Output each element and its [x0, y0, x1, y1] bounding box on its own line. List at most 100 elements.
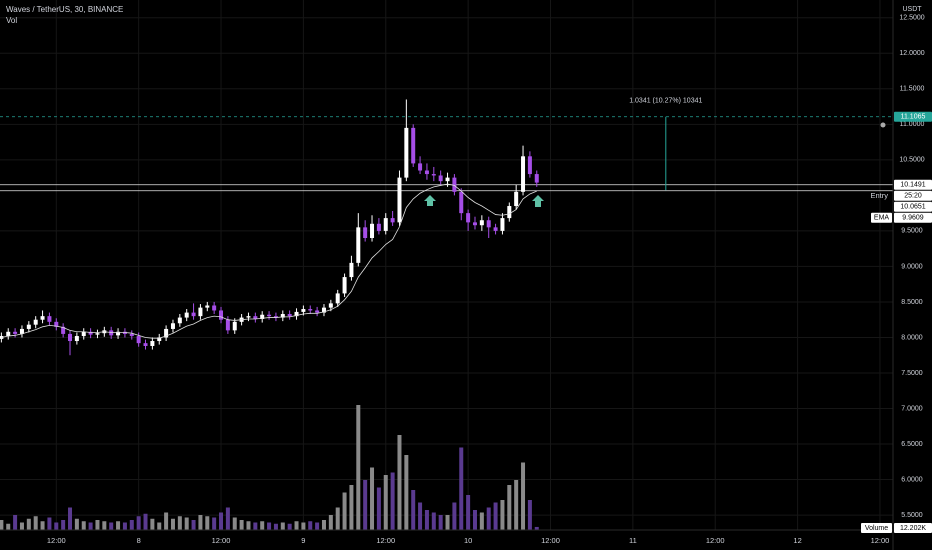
y-tick-label: 5.5000 — [901, 512, 923, 519]
y-tick-label: 6.5000 — [901, 441, 923, 448]
candle-body — [287, 314, 292, 317]
volume-bar — [342, 492, 347, 530]
volume-bar — [40, 521, 45, 530]
candle-body — [136, 336, 141, 344]
candle-body — [527, 156, 532, 175]
candle-body — [26, 324, 31, 329]
volume-bar — [157, 522, 162, 530]
volume-bar — [0, 520, 4, 530]
candle-body — [479, 220, 484, 226]
volume-bar — [81, 521, 86, 530]
candle-body — [321, 307, 326, 313]
volume-bar — [349, 485, 354, 530]
candle-body — [225, 319, 230, 331]
volume-bar — [294, 521, 299, 530]
candles — [0, 99, 539, 356]
candle-body — [150, 341, 155, 346]
volume-value-label-box — [894, 523, 932, 533]
candle-body — [294, 311, 299, 317]
volume-bar — [500, 500, 505, 530]
candle-body — [328, 303, 333, 308]
signal-arrow — [532, 195, 544, 207]
volume-bar — [68, 507, 73, 530]
candle-body — [356, 227, 361, 263]
volume-bar — [129, 520, 134, 530]
volume-bar — [493, 502, 498, 530]
candle-body — [397, 177, 402, 223]
volume-bar — [452, 502, 457, 530]
candle-body — [404, 127, 409, 178]
x-tick-label: 12:00 — [541, 536, 560, 545]
x-tick-label: 12:00 — [212, 536, 231, 545]
volume-bar — [122, 522, 127, 530]
x-tick-label: 9 — [301, 536, 305, 545]
candle-body — [157, 337, 162, 342]
volume-bar — [260, 521, 265, 530]
volume-bar — [225, 507, 230, 530]
y-tick-label: 12.0000 — [899, 50, 924, 57]
x-tick-label: 12:00 — [47, 536, 66, 545]
candle-body — [88, 331, 93, 335]
candle-body — [95, 333, 100, 335]
y-tick-label: 7.0000 — [901, 405, 923, 412]
volume-name-label: Volume — [865, 525, 888, 532]
candle-body — [534, 174, 539, 183]
volume-bar — [321, 520, 326, 530]
y-tick-label: 9.5000 — [901, 228, 923, 235]
candle-body — [342, 277, 347, 294]
candle-body — [198, 307, 203, 317]
candle-body — [459, 191, 464, 214]
volume-bar — [164, 512, 169, 530]
candle-body — [438, 175, 443, 182]
candle-body — [431, 174, 436, 176]
alert-icon[interactable] — [880, 122, 886, 128]
volume-bar — [445, 515, 450, 530]
candle-body — [411, 127, 416, 164]
volume-bar — [404, 455, 409, 530]
volume-bar — [219, 512, 224, 530]
candle-body — [315, 310, 320, 313]
volume-bar — [205, 516, 210, 530]
x-tick-label: 8 — [137, 536, 141, 545]
target-label: 11.1065 — [901, 114, 926, 121]
y-tick-label: 7.5000 — [901, 370, 923, 377]
candle-body — [383, 218, 388, 231]
ema-value-label: 9.9609 — [902, 215, 924, 222]
entry-name: Entry — [870, 191, 888, 200]
volume-bar — [273, 523, 278, 530]
candle-body — [280, 314, 285, 318]
candle-body — [363, 227, 368, 239]
volume-bar — [136, 516, 141, 530]
volume-bar — [232, 517, 237, 530]
candle-body — [19, 328, 24, 334]
volume-bar — [418, 502, 423, 530]
volume-bar — [109, 522, 114, 530]
currency-label: USDT — [902, 6, 922, 13]
volume-bar — [246, 521, 251, 530]
volume-bar — [33, 516, 38, 530]
ema-line — [1, 183, 537, 339]
x-tick-label: 10 — [464, 536, 472, 545]
y-tick-label: 12.5000 — [899, 15, 924, 22]
volume-value-label: 12.202K — [900, 525, 926, 532]
candle-body — [184, 312, 189, 318]
x-tick-label: 12:00 — [706, 536, 725, 545]
y-tick-label: 10.5000 — [899, 157, 924, 164]
volume-bar — [239, 520, 244, 530]
candle-body — [116, 331, 121, 336]
x-tick-label: 12 — [793, 536, 801, 545]
candle-body — [308, 309, 313, 311]
candle-body — [370, 223, 375, 239]
volume-bar — [184, 517, 189, 530]
candle-body — [472, 222, 477, 226]
y-tick-label: 8.0000 — [901, 334, 923, 341]
candle-body — [418, 163, 423, 171]
candle-body — [349, 262, 354, 278]
volume-bar — [534, 526, 539, 530]
volume-bar — [54, 522, 59, 530]
volume-bar — [390, 472, 395, 530]
volume-bar — [383, 475, 388, 530]
candle-body — [177, 317, 182, 324]
volume-bar — [301, 522, 306, 530]
